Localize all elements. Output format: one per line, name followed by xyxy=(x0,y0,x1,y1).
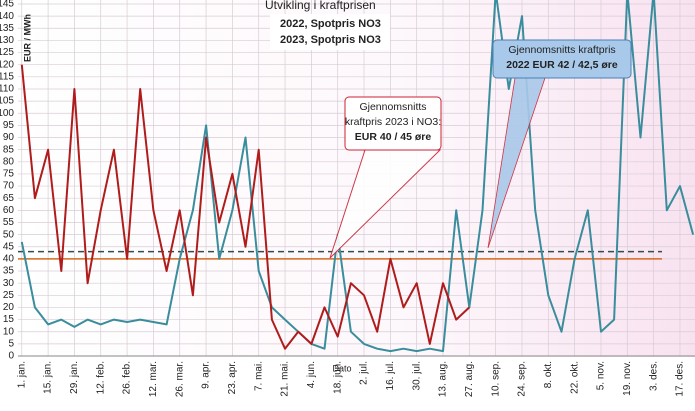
x-tick-label: 16. jul. xyxy=(385,361,396,390)
y-tick-label: 35 xyxy=(3,266,15,277)
annotations: Gjennomsnitts kraftpris 2023 i NO3: EUR 40… xyxy=(329,39,632,259)
x-tick-label: 22. okt. xyxy=(569,361,580,394)
y-tick-label: 5 xyxy=(8,339,14,350)
y-tick-label: 145 xyxy=(0,0,14,10)
y-tick-label: 120 xyxy=(0,59,14,70)
y-tick-label: 105 xyxy=(0,96,14,107)
y-tick-label: 55 xyxy=(3,217,15,228)
y-tick-label: 45 xyxy=(3,241,15,252)
legend-box xyxy=(270,14,390,50)
x-tick-label: 18. jun. xyxy=(332,361,343,394)
y-tick-label: 40 xyxy=(3,254,15,265)
callout-text: 2022 EUR 42 / 42,5 øre xyxy=(506,59,618,71)
series-line xyxy=(20,0,695,353)
y-tick-label: 25 xyxy=(3,290,15,301)
y-tick-label: 15 xyxy=(3,314,15,325)
x-tick-label: 12. feb. xyxy=(95,361,106,394)
y-tick-label: 100 xyxy=(0,108,14,119)
y-tick-label: 110 xyxy=(0,84,14,95)
chart-title: Utvikling i kraftprisen xyxy=(265,0,376,12)
legend-label: 2022, Spotpris NO3 xyxy=(280,18,381,30)
x-tick-label: 30. jul. xyxy=(411,361,422,390)
x-tick-label: 1. jan. xyxy=(16,361,27,388)
y-tick-label: 80 xyxy=(3,156,15,167)
plot xyxy=(18,0,695,353)
x-tick-label: 7. mai. xyxy=(253,361,264,391)
x-tick-label: 12. mar. xyxy=(148,361,159,397)
y-tick-label: 50 xyxy=(3,229,15,240)
y-tick-label: 140 xyxy=(0,11,14,22)
x-tick-label: 8. okt. xyxy=(543,361,554,388)
y-axis-label: EUR / MWh xyxy=(22,14,32,62)
callout-text: EUR 40 / 45 øre xyxy=(355,131,432,143)
x-tick-label: 26. mar. xyxy=(174,361,185,397)
y-tick-label: 75 xyxy=(3,169,15,180)
x-tick-label: 29. jan. xyxy=(69,361,80,394)
callout-text: kraftpris 2023 i NO3: xyxy=(345,116,441,128)
y-tick-label: 20 xyxy=(3,302,15,313)
x-tick-label: 13. aug. xyxy=(438,361,449,397)
x-tick-label: 19. nov. xyxy=(622,361,633,396)
legend: 2022, Spotpris NO3 2023, Spotpris NO3 xyxy=(270,14,390,50)
x-tick-label: 26. feb. xyxy=(122,361,133,394)
x-tick-label: 2. jul. xyxy=(359,361,370,385)
y-tick-label: 135 xyxy=(0,23,14,34)
x-tick-label: 24. sep. xyxy=(517,361,528,397)
x-tick-label: 5. nov. xyxy=(596,361,607,390)
y-tick-label: 0 xyxy=(8,351,14,362)
y-tick-label: 60 xyxy=(3,205,15,216)
y-tick-label: 125 xyxy=(0,47,14,58)
x-tick-label: 27. aug. xyxy=(464,361,475,397)
x-tick-label: 23. apr. xyxy=(227,361,238,394)
x-tick-label: 17. des. xyxy=(675,361,686,397)
callout-text: Gjennomsnitts xyxy=(359,101,426,113)
callout-box xyxy=(344,96,442,151)
x-tick-label: 15. jan. xyxy=(43,361,54,394)
x-tick-label: 21. mai. xyxy=(280,361,291,397)
x-tick-label: 3. des. xyxy=(648,361,659,391)
y-tick-label: 30 xyxy=(3,278,15,289)
y-tick-label: 85 xyxy=(3,144,15,155)
x-tick-label: 10. sep. xyxy=(490,361,501,397)
series-line xyxy=(20,64,470,350)
x-tick-label: 4. jun. xyxy=(306,361,317,388)
legend-label: 2023, Spotpris NO3 xyxy=(280,34,381,46)
y-tick-label: 65 xyxy=(3,193,15,204)
y-tick-label: 130 xyxy=(0,35,14,46)
x-axis-label: Dato xyxy=(332,363,351,373)
y-tick-label: 115 xyxy=(0,71,14,82)
y-tick-label: 70 xyxy=(3,181,15,192)
y-tick-label: 10 xyxy=(3,326,15,337)
y-tick-label: 90 xyxy=(3,132,15,143)
x-tick-label: 9. apr. xyxy=(201,361,212,389)
y-tick-label: 95 xyxy=(3,120,15,131)
callout-box xyxy=(492,39,632,79)
callout-text: Gjennomsnitts kraftpris xyxy=(508,44,615,56)
